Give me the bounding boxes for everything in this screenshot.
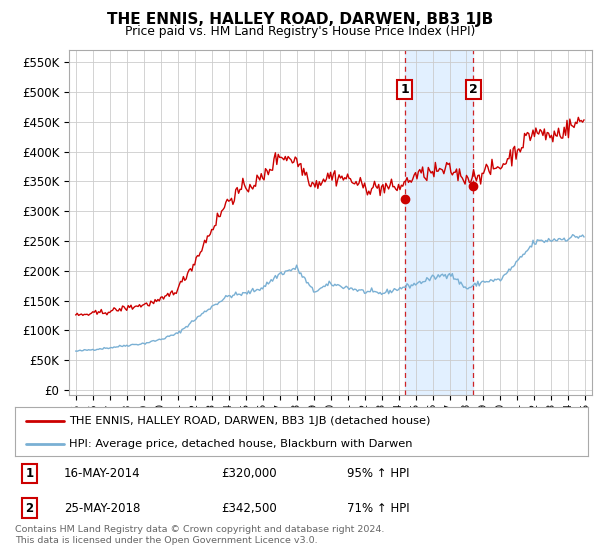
Text: 71% ↑ HPI: 71% ↑ HPI: [347, 502, 410, 515]
Text: 1: 1: [400, 83, 409, 96]
Text: THE ENNIS, HALLEY ROAD, DARWEN, BB3 1JB (detached house): THE ENNIS, HALLEY ROAD, DARWEN, BB3 1JB …: [70, 416, 431, 426]
Text: 25-MAY-2018: 25-MAY-2018: [64, 502, 140, 515]
Text: 2: 2: [25, 502, 34, 515]
Text: £342,500: £342,500: [221, 502, 277, 515]
Text: HPI: Average price, detached house, Blackburn with Darwen: HPI: Average price, detached house, Blac…: [70, 439, 413, 449]
Text: 2: 2: [469, 83, 478, 96]
Text: 95% ↑ HPI: 95% ↑ HPI: [347, 467, 410, 480]
Text: 1: 1: [25, 467, 34, 480]
Bar: [405, 50, 473, 395]
Text: Contains HM Land Registry data © Crown copyright and database right 2024.
This d: Contains HM Land Registry data © Crown c…: [15, 525, 385, 545]
Text: £320,000: £320,000: [221, 467, 277, 480]
Text: THE ENNIS, HALLEY ROAD, DARWEN, BB3 1JB: THE ENNIS, HALLEY ROAD, DARWEN, BB3 1JB: [107, 12, 493, 27]
Text: 16-MAY-2014: 16-MAY-2014: [64, 467, 140, 480]
Text: Price paid vs. HM Land Registry's House Price Index (HPI): Price paid vs. HM Land Registry's House …: [125, 25, 475, 38]
